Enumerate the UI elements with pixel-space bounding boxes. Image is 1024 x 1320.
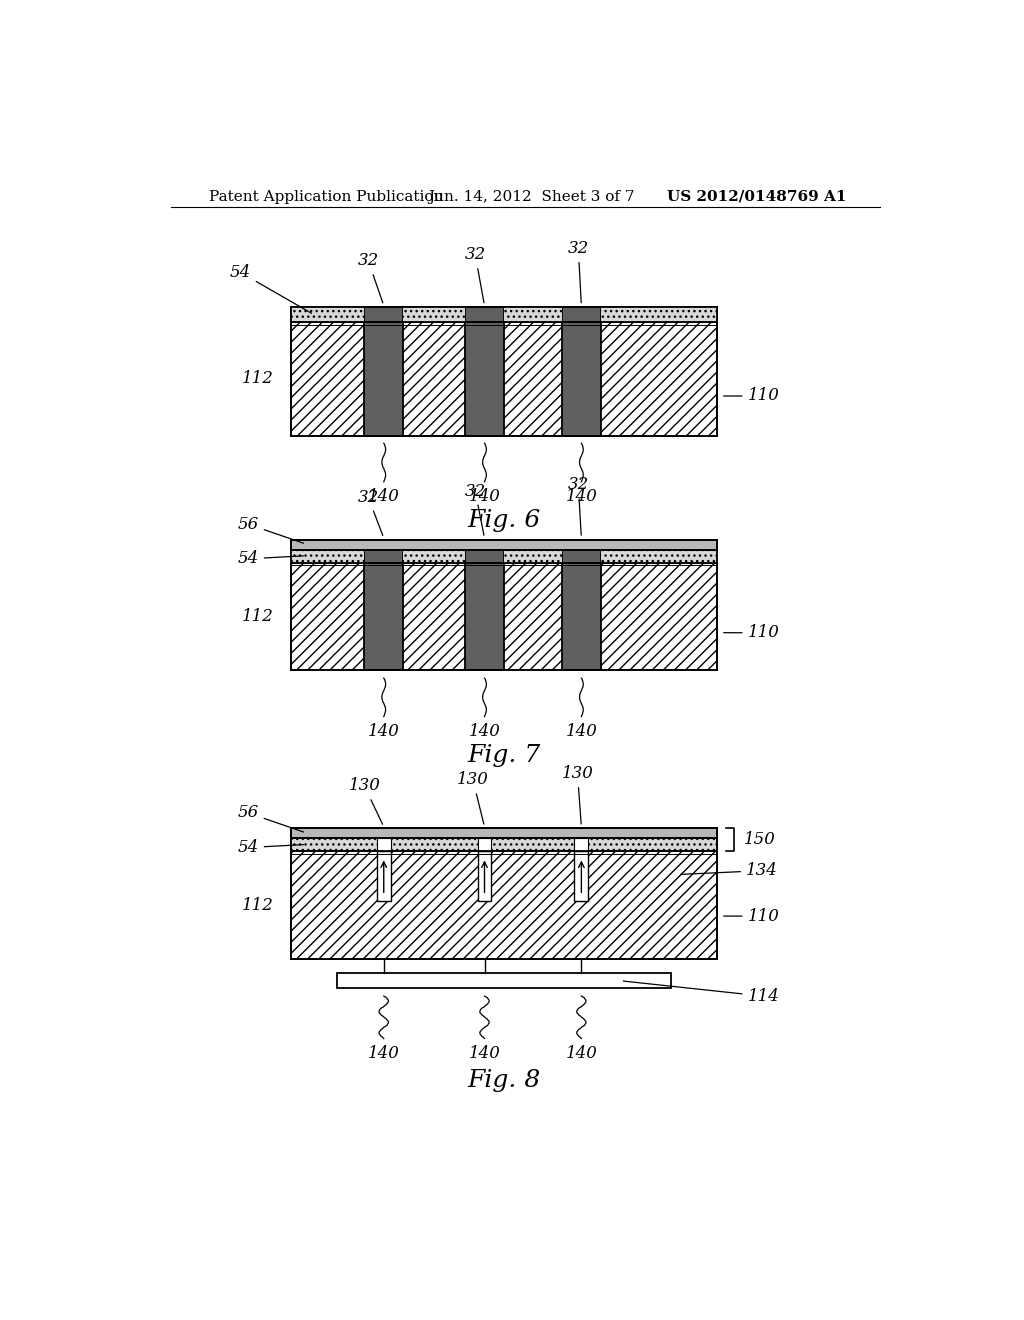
Bar: [477, 851, 492, 902]
Text: 110: 110: [724, 388, 779, 404]
Bar: [291, 851, 717, 960]
Text: 54: 54: [238, 840, 303, 857]
Bar: [337, 973, 671, 989]
Text: 32: 32: [357, 252, 383, 302]
Bar: [465, 322, 504, 436]
Text: 32: 32: [357, 488, 383, 536]
Bar: [365, 562, 403, 671]
Bar: [562, 549, 601, 562]
Text: 54: 54: [229, 264, 311, 313]
Bar: [504, 549, 562, 562]
Bar: [291, 540, 717, 549]
Bar: [377, 851, 391, 902]
Text: 54: 54: [238, 550, 303, 568]
Text: 134: 134: [681, 862, 778, 879]
Text: Jun. 14, 2012  Sheet 3 of 7: Jun. 14, 2012 Sheet 3 of 7: [429, 190, 635, 203]
Text: 114: 114: [624, 981, 779, 1005]
Text: 112: 112: [243, 370, 274, 387]
Bar: [291, 308, 717, 322]
Text: 140: 140: [368, 723, 399, 739]
Text: 130: 130: [561, 766, 594, 824]
Bar: [562, 562, 601, 671]
Text: 32: 32: [465, 483, 485, 536]
Text: 56: 56: [238, 804, 304, 832]
Text: 110: 110: [724, 908, 779, 924]
Bar: [562, 322, 601, 436]
Bar: [403, 549, 465, 562]
Text: 130: 130: [457, 771, 488, 824]
Bar: [365, 322, 403, 436]
Bar: [465, 562, 504, 671]
Text: Fig. 6: Fig. 6: [467, 508, 541, 532]
Text: Patent Application Publication: Patent Application Publication: [209, 190, 443, 203]
Bar: [365, 549, 403, 562]
Text: 56: 56: [238, 516, 304, 544]
Text: Fig. 8: Fig. 8: [467, 1069, 541, 1093]
Text: 140: 140: [368, 488, 399, 506]
Bar: [291, 322, 717, 436]
Text: 32: 32: [567, 240, 589, 302]
Bar: [291, 308, 365, 322]
Text: 140: 140: [469, 723, 501, 739]
Bar: [562, 308, 601, 322]
Bar: [291, 562, 717, 671]
Bar: [291, 549, 365, 562]
Bar: [601, 549, 717, 562]
Bar: [465, 308, 504, 322]
Text: 32: 32: [465, 246, 485, 302]
Bar: [291, 829, 717, 838]
Text: 140: 140: [469, 1044, 501, 1061]
Text: 130: 130: [348, 777, 383, 824]
Bar: [291, 838, 717, 851]
Text: 150: 150: [743, 832, 775, 849]
Bar: [504, 308, 562, 322]
Bar: [377, 838, 391, 851]
Bar: [465, 549, 504, 562]
Text: 110: 110: [724, 624, 779, 642]
Bar: [574, 851, 589, 902]
Text: 112: 112: [243, 896, 274, 913]
Text: 140: 140: [565, 723, 597, 739]
Bar: [477, 838, 492, 851]
Bar: [574, 838, 589, 851]
Text: 140: 140: [565, 488, 597, 506]
Bar: [365, 308, 403, 322]
Text: US 2012/0148769 A1: US 2012/0148769 A1: [667, 190, 846, 203]
Bar: [601, 308, 717, 322]
Text: 140: 140: [565, 1044, 597, 1061]
Text: 140: 140: [469, 488, 501, 506]
Bar: [403, 308, 465, 322]
Text: 32: 32: [567, 477, 589, 535]
Text: Fig. 7: Fig. 7: [467, 743, 541, 767]
Text: 140: 140: [368, 1044, 399, 1061]
Text: 112: 112: [243, 609, 274, 626]
